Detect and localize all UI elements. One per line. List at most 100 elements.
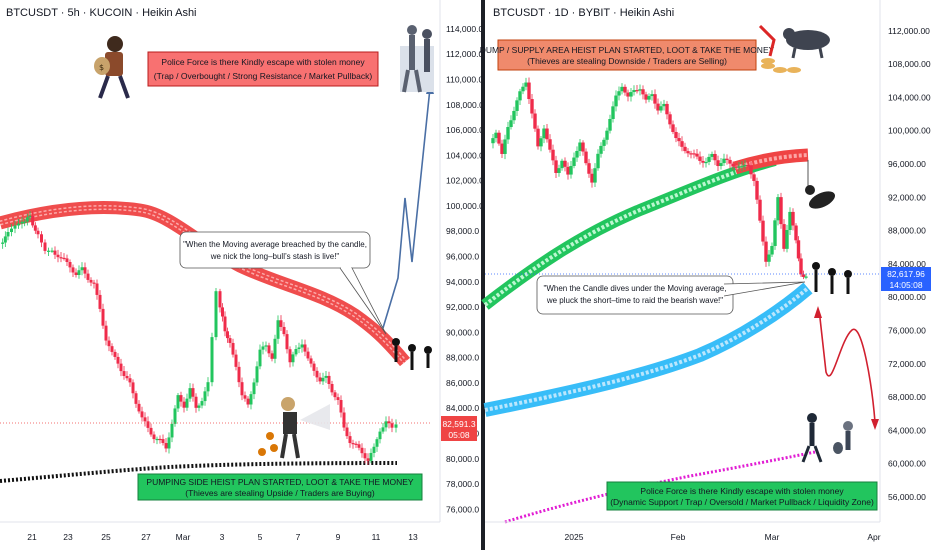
y-tick-label: 108,000.00 (888, 59, 931, 69)
candle-body (273, 338, 277, 359)
candle-body (330, 384, 334, 393)
y-tick-label: 80,000.0 (446, 454, 479, 464)
candle-body (713, 153, 717, 161)
candle-body (728, 159, 732, 164)
candle-body (231, 342, 235, 355)
candle-body (394, 424, 398, 428)
candle-body (605, 130, 609, 140)
left-bottom-annotation: PUMPING SIDE HEIST PLAN STARTED, LOOT & … (137, 473, 423, 501)
candle-body (578, 142, 582, 151)
candle-body (623, 86, 627, 93)
candle-body (221, 307, 224, 317)
candle-body (542, 128, 546, 139)
candle-body (264, 345, 268, 347)
right-magenta-trend-dots (504, 450, 816, 524)
y-tick-label: 76,000.00 (888, 326, 926, 336)
candle-body (36, 230, 40, 235)
candle-body (210, 337, 214, 383)
left-top-annotation-box (147, 51, 379, 87)
right-plot-background (485, 0, 932, 550)
candle-body (56, 254, 60, 258)
candle-body (545, 128, 549, 140)
y-tick-label: 104,000.0 (446, 150, 484, 160)
candle-body (131, 382, 135, 394)
candle-body (707, 156, 711, 162)
candle-body (155, 438, 159, 441)
candle-body (128, 378, 132, 383)
candle-body (375, 439, 379, 447)
candle-body (315, 370, 319, 378)
candle-body (743, 165, 747, 167)
candle-body (653, 94, 657, 104)
candle-body (339, 400, 343, 413)
candle-body (294, 349, 298, 355)
right-top-annotation-line1: DUMP / SUPPLY AREA HEIST PLAN STARTED, L… (480, 45, 775, 55)
candle-body (285, 334, 289, 350)
candle-body (366, 458, 370, 461)
left-chart-title: BTCUSDT · 5h · KUCOIN · Heikin Ashi (6, 7, 197, 19)
candle-body (288, 349, 292, 363)
candle-body (378, 431, 382, 440)
y-tick-label: 68,000.00 (888, 392, 926, 402)
candle-body (755, 180, 759, 200)
candle-body (716, 160, 720, 167)
candle-body (333, 392, 337, 398)
x-tick-label: 2025 (565, 532, 584, 542)
candle-body (324, 375, 328, 378)
x-tick-label: Apr (867, 532, 880, 542)
right-green-ma-band (481, 154, 777, 310)
y-tick-label: 114,000.0 (446, 24, 483, 34)
candle-body (345, 427, 349, 437)
candle-body (617, 91, 621, 96)
candle-body (170, 423, 174, 438)
candle-body (318, 377, 322, 382)
candle-body (28, 215, 32, 218)
candle-body (86, 273, 90, 280)
candle-body (68, 261, 72, 268)
left-bottom-annotation-line1: PUMPING SIDE HEIST PLAN STARTED, LOOT & … (146, 477, 414, 487)
candle-body (384, 421, 388, 428)
right-bubble-line1: "When the Candle dives under the Moving … (544, 284, 727, 293)
bear-and-falling-money-illustration (758, 24, 830, 73)
candle-body (599, 145, 603, 154)
police-chasing-thief-illustration (801, 413, 853, 463)
candle-body (494, 132, 498, 139)
candle-body (226, 331, 229, 339)
candle-body (770, 245, 774, 255)
thief-on-rope-illustration (805, 160, 836, 209)
y-tick-label: 98,000.0 (446, 226, 479, 236)
candle-body (381, 427, 385, 432)
candle-body (782, 224, 786, 249)
candle-body (237, 366, 241, 383)
candle-body (548, 139, 552, 150)
candle-body (203, 391, 207, 402)
candle-body (101, 308, 105, 326)
candle-body (300, 344, 304, 348)
candle-body (725, 158, 729, 160)
candle-body (554, 160, 558, 173)
candle-body (119, 363, 123, 372)
candle-body (689, 153, 693, 155)
candle-body (776, 197, 780, 221)
candle-body (23, 221, 27, 223)
candle-body (611, 106, 615, 119)
candle-body (179, 395, 183, 402)
y-tick-label: 88,000.00 (888, 226, 926, 236)
candle-body (50, 250, 54, 252)
candle-body (698, 156, 702, 161)
candle-body (149, 427, 153, 435)
candle-body (668, 114, 672, 125)
candle-body (240, 382, 244, 396)
x-tick-label: 23 (63, 532, 73, 542)
y-tick-label: 108,000.0 (446, 100, 484, 110)
candle-body (176, 395, 180, 409)
right-bottom-annotation-line1: Police Force is there Kindly escape with… (640, 486, 844, 496)
candle-body (767, 254, 771, 262)
candle-body (491, 138, 495, 144)
candle-body (188, 388, 192, 399)
left-bubble-line1: "When the Moving average breached by the… (183, 240, 367, 249)
candle-body (518, 91, 522, 101)
candle-body (659, 106, 663, 111)
svg-text:$: $ (99, 63, 104, 72)
panel-separator (481, 0, 485, 550)
